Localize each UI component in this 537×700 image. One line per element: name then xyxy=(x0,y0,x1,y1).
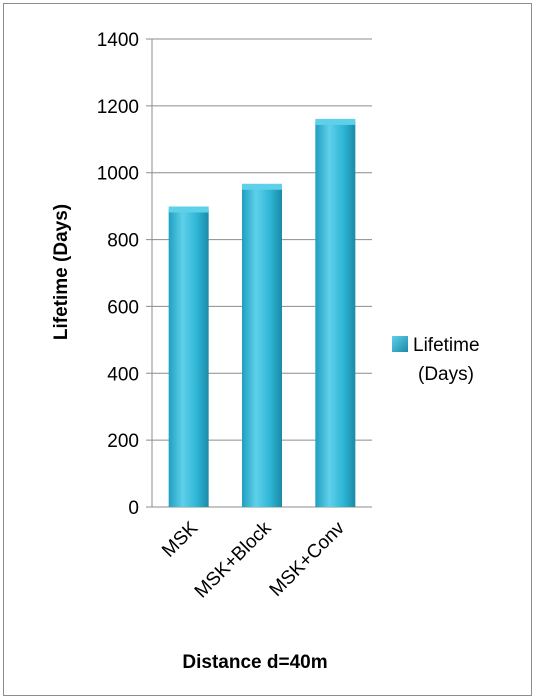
bar-cap xyxy=(315,119,355,125)
y-axis-title: Lifetime (Days) xyxy=(51,204,72,340)
bar-cap xyxy=(242,184,282,190)
bar-body xyxy=(169,209,209,507)
bars xyxy=(169,119,356,507)
bar-msk xyxy=(169,206,209,507)
y-tick-label-600: 600 xyxy=(107,297,139,318)
bar-msk-conv xyxy=(315,119,355,507)
x-tick-label-2: MSK+Conv xyxy=(266,517,350,601)
legend-label-line-2: (Days) xyxy=(418,364,474,385)
y-tick-label-0: 0 xyxy=(128,498,139,519)
bar-body xyxy=(315,122,355,507)
y-tick-label-1200: 1200 xyxy=(97,97,139,118)
legend: Lifetime (Days) xyxy=(392,335,480,385)
y-tick-labels: 0 200 400 600 800 1000 1200 1400 xyxy=(97,30,139,519)
x-axis-title: Distance d=40m xyxy=(182,652,327,673)
y-tick-label-200: 200 xyxy=(107,431,139,452)
bar-msk-block xyxy=(242,184,282,507)
legend-swatch xyxy=(392,336,408,352)
x-tick-label-0: MSK xyxy=(158,517,202,561)
bar-cap xyxy=(169,206,209,212)
y-tick-label-1000: 1000 xyxy=(97,164,139,185)
y-tick-label-800: 800 xyxy=(107,231,139,252)
legend-label-line-1: Lifetime xyxy=(413,335,480,356)
bar-body xyxy=(242,187,282,507)
x-tick-label-1: MSK+Block xyxy=(191,517,276,602)
y-tick-label-1400: 1400 xyxy=(97,30,139,51)
y-tick-label-400: 400 xyxy=(107,364,139,385)
